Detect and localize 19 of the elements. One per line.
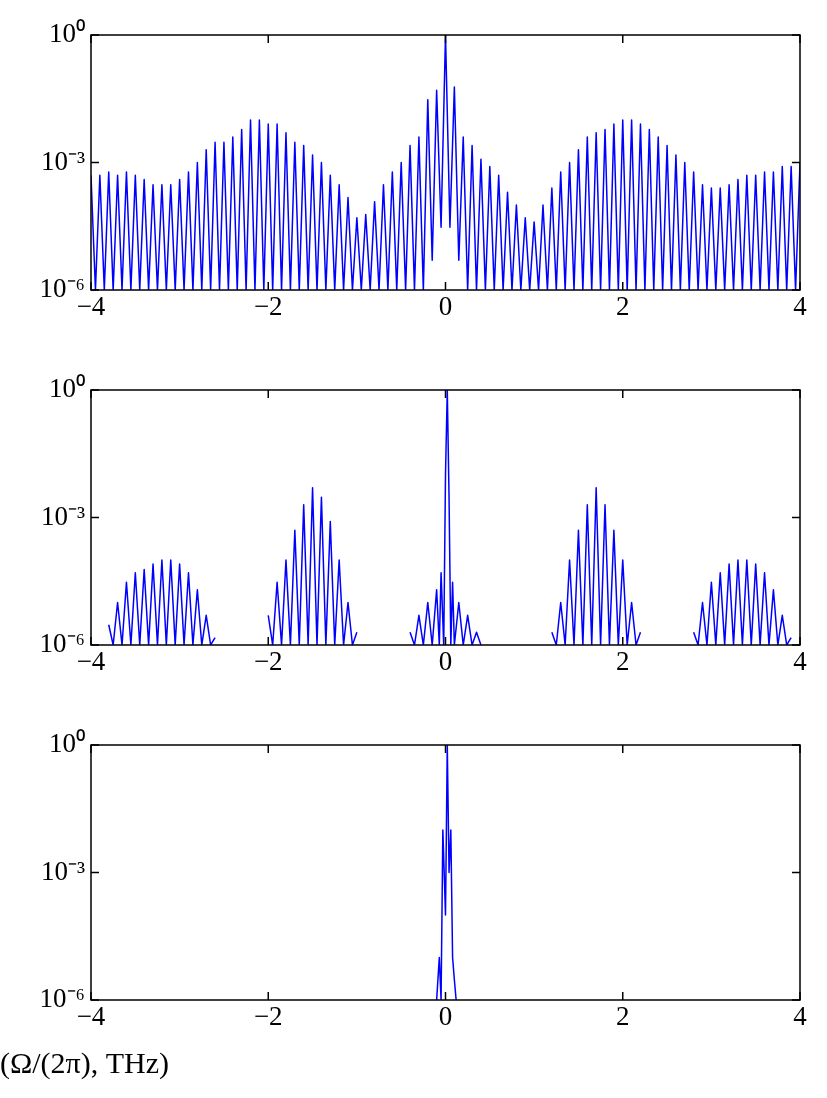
x-tick-label: 0 <box>438 1000 453 1031</box>
x-tick-label: 4 <box>793 645 808 676</box>
x-tick-label: 2 <box>616 290 630 321</box>
x-tick-label: −2 <box>253 290 283 321</box>
y-tick-label: 10⁻³ <box>40 145 85 176</box>
x-tick-label: −2 <box>253 645 283 676</box>
x-axis-title: (Ω/(2π), THz) <box>0 1046 170 1080</box>
x-tick-label: 0 <box>438 645 453 676</box>
x-tick-label: 0 <box>438 290 453 321</box>
x-tick-label: 4 <box>793 1000 808 1031</box>
y-tick-label: 10⁻³ <box>40 500 85 531</box>
y-tick-label: 10⁻³ <box>40 855 85 886</box>
x-tick-label: 2 <box>616 1000 630 1031</box>
y-tick-label: 10⁰ <box>49 373 85 404</box>
y-tick-label: 10⁰ <box>49 728 85 759</box>
x-tick-label: 2 <box>616 645 630 676</box>
y-tick-label: 10⁰ <box>49 18 85 49</box>
x-tick-label: 4 <box>793 290 808 321</box>
x-tick-label: −2 <box>253 1000 283 1031</box>
